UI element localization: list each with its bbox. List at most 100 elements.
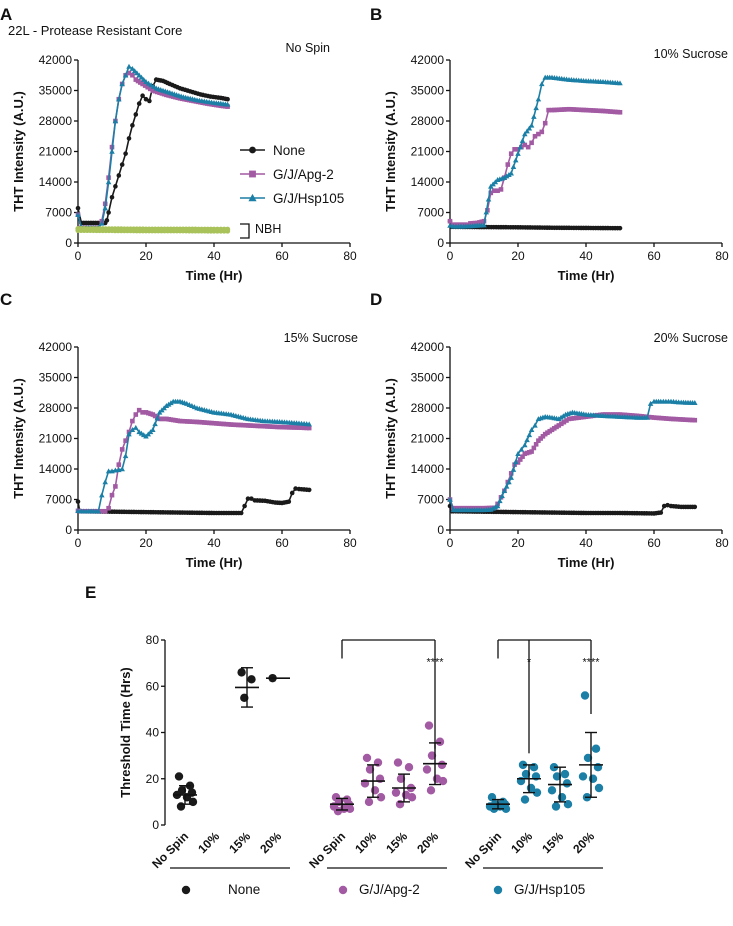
data-point xyxy=(520,795,530,804)
data-point xyxy=(583,107,589,113)
data-point xyxy=(644,414,650,420)
data-point xyxy=(252,423,258,429)
y-tick-label: 28000 xyxy=(411,401,445,415)
data-point xyxy=(150,83,157,89)
data-point xyxy=(518,446,525,452)
data-point xyxy=(123,151,128,156)
data-point xyxy=(245,496,251,501)
data-point xyxy=(122,453,129,459)
y-axis-label: Threshold Time (Hrs) xyxy=(118,667,133,798)
data-point xyxy=(578,107,584,113)
data-point xyxy=(435,737,445,746)
data-point xyxy=(649,415,654,420)
data-point xyxy=(109,148,115,154)
data-point xyxy=(102,479,108,485)
data-point xyxy=(136,72,142,78)
category-label: 20% xyxy=(570,829,597,856)
data-point xyxy=(136,407,142,413)
data-point xyxy=(438,776,448,786)
data-point xyxy=(598,108,603,114)
data-point xyxy=(557,793,567,802)
data-point xyxy=(257,423,263,429)
data-point xyxy=(250,423,256,428)
data-point xyxy=(286,499,292,504)
category-label: 15% xyxy=(539,829,566,856)
data-point xyxy=(483,209,490,215)
data-point xyxy=(522,142,528,148)
data-point xyxy=(391,788,401,797)
data-point xyxy=(666,416,671,422)
category-label: 20% xyxy=(414,829,441,856)
data-point xyxy=(113,184,118,189)
data-point xyxy=(497,498,503,504)
data-point xyxy=(182,419,188,424)
data-point xyxy=(95,508,102,514)
y-tick-label: 14000 xyxy=(39,462,73,476)
panel-b: B 10% Sucrose 0 20 40 60 80 0 7000 14000 21000 2800… xyxy=(370,5,729,283)
data-point xyxy=(605,109,611,114)
data-point xyxy=(603,108,608,114)
category-label: 15% xyxy=(383,829,410,856)
data-point xyxy=(174,772,184,781)
data-point xyxy=(293,486,298,491)
data-point xyxy=(184,419,190,424)
data-point xyxy=(590,108,596,113)
data-point xyxy=(75,211,81,217)
data-point xyxy=(588,774,598,783)
data-point xyxy=(531,113,537,119)
data-point xyxy=(206,420,212,426)
panel-title: 10% Sucrose xyxy=(654,47,728,61)
data-point xyxy=(556,416,562,422)
data-point xyxy=(517,144,524,150)
data-point xyxy=(299,425,304,431)
data-point xyxy=(668,416,674,422)
category-label: No Spin xyxy=(149,829,191,871)
data-point xyxy=(126,431,132,437)
data-point xyxy=(99,220,105,226)
data-point xyxy=(508,151,514,156)
data-point xyxy=(269,424,275,429)
data-point xyxy=(588,108,594,113)
y-tick-label: 0 xyxy=(437,236,444,250)
legend-marker xyxy=(248,193,257,202)
data-point xyxy=(119,81,125,87)
data-point xyxy=(116,96,122,102)
category-label: 10% xyxy=(352,829,379,856)
data-point xyxy=(675,416,681,422)
data-point xyxy=(485,196,492,202)
y-tick-label: 42000 xyxy=(411,340,445,354)
data-point xyxy=(491,188,497,194)
data-point xyxy=(216,421,222,426)
legend-marker xyxy=(338,885,348,895)
data-point xyxy=(512,147,517,152)
data-point xyxy=(447,222,453,228)
data-point xyxy=(566,106,572,112)
data-point xyxy=(447,218,453,224)
data-point xyxy=(104,218,110,223)
series-line xyxy=(449,76,621,228)
data-point xyxy=(610,109,616,115)
data-point xyxy=(581,414,586,420)
data-point xyxy=(512,157,519,163)
data-point xyxy=(561,107,567,112)
data-point xyxy=(376,793,386,802)
data-point xyxy=(225,96,230,102)
data-point xyxy=(521,769,531,779)
data-point xyxy=(571,415,577,421)
data-point xyxy=(194,419,200,425)
group-g-j-apg-2: No Spin 10% 15% 20% G/J/Apg-2 xyxy=(306,721,448,897)
data-point xyxy=(663,416,669,421)
data-point xyxy=(245,423,251,428)
data-point xyxy=(140,81,145,87)
data-point xyxy=(105,179,112,185)
data-point xyxy=(551,802,561,811)
data-point xyxy=(407,793,417,802)
data-point xyxy=(506,171,512,177)
data-point xyxy=(231,422,236,427)
data-point xyxy=(488,190,494,196)
data-point xyxy=(242,503,247,509)
data-point xyxy=(526,432,533,438)
legend-marker xyxy=(181,885,191,895)
data-point xyxy=(145,84,150,90)
data-point xyxy=(106,210,111,215)
